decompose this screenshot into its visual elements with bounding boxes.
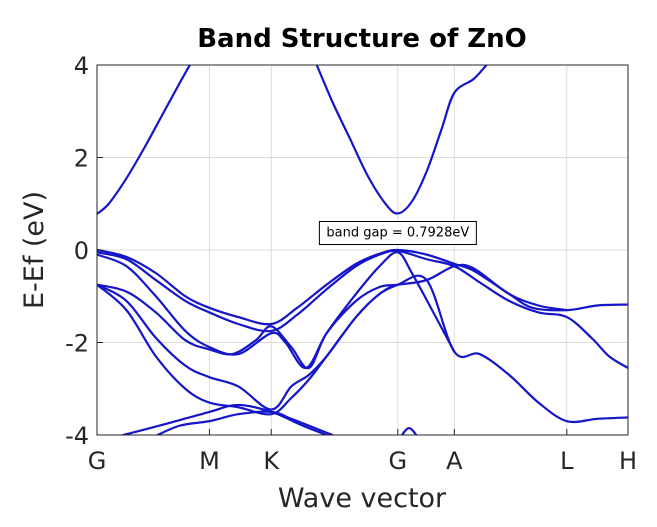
x-tick-label-6: H	[619, 447, 637, 475]
y-tick-labels: -4 -2 0 2 4	[65, 52, 103, 450]
band-line-7	[97, 274, 628, 424]
band-line-4	[97, 249, 628, 370]
y-tick-label-4: 4	[74, 52, 89, 80]
y-tick-label-2: 0	[74, 237, 89, 265]
band-line-8	[97, 283, 399, 416]
band-line-11	[400, 426, 418, 435]
chart-title: Band Structure of ZnO	[197, 24, 527, 54]
x-tick-label-1: M	[199, 447, 220, 475]
band-line-1	[97, 65, 192, 216]
x-tick-label-4: A	[446, 447, 463, 475]
band-line-10	[119, 403, 330, 435]
x-tick-label-3: G	[389, 447, 408, 475]
band-line-6	[97, 263, 568, 370]
x-tick-label-2: K	[263, 447, 280, 475]
annotation-text: band gap = 0.7928eV	[326, 226, 469, 241]
band-line-5	[97, 251, 456, 370]
band-line-2	[315, 65, 488, 215]
y-axis-label: E-Ef (eV)	[19, 191, 50, 309]
x-axis-label: Wave vector	[278, 483, 447, 514]
band-line-9	[155, 410, 336, 435]
y-tick-label-1: -2	[65, 330, 89, 358]
annotation-box	[318, 221, 477, 245]
y-tick-label-3: 2	[74, 145, 89, 173]
band-gap-annotation: band gap = 0.7928eV	[318, 221, 477, 245]
bands-layer	[97, 65, 628, 435]
band-line-3	[97, 248, 628, 326]
x-tick-label-5: L	[560, 447, 574, 475]
x-tick-label-0: G	[88, 447, 107, 475]
y-tick-label-0: -4	[65, 422, 89, 450]
